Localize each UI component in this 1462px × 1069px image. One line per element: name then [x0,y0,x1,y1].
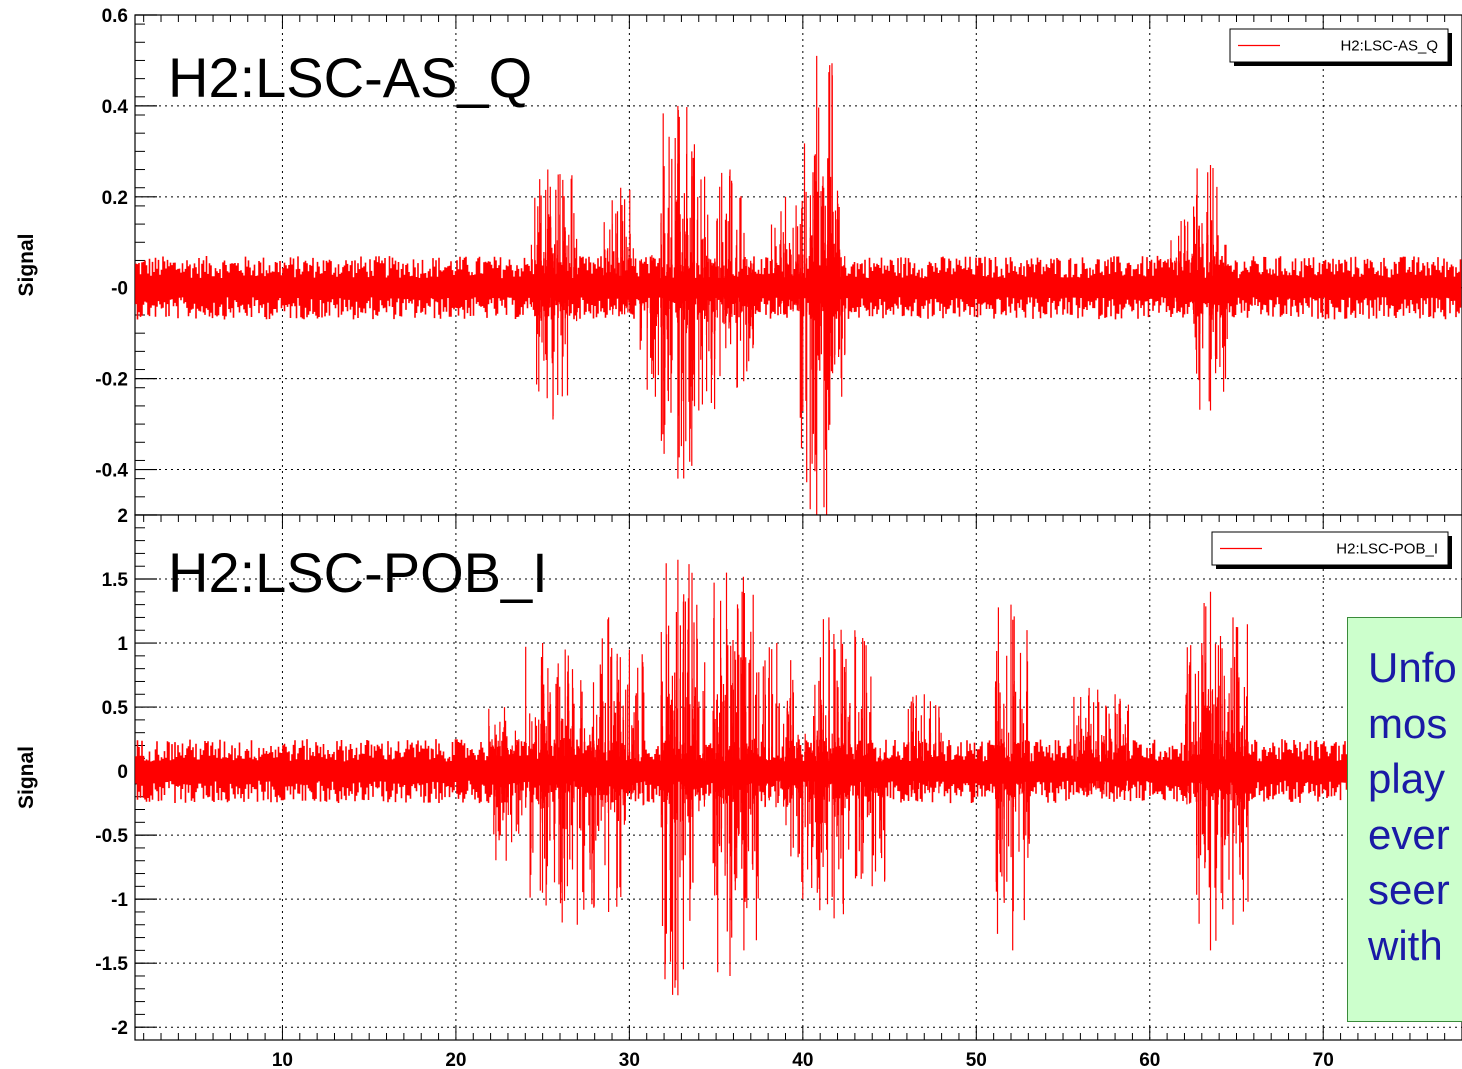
note-line: ever [1368,810,1450,858]
burst-spikes [995,720,1030,951]
burst-spikes [675,151,709,329]
glitch-burst [854,743,886,887]
burst-spikes [1103,694,1129,794]
y-tick-label: -0.4 [95,461,128,482]
burst-spikes [545,174,578,322]
note-line: mos [1368,699,1448,747]
y-tick-label: 1 [117,634,128,655]
glitch-burst [809,187,841,318]
burst-spikes [613,649,645,806]
glitch-burst [682,252,716,411]
glitch-burst [995,720,1030,951]
glitch-burst [716,169,745,323]
burst-spikes [670,598,706,822]
glitch-burst [724,591,760,823]
note-line: with [1368,921,1443,969]
x-tick-label: 20 [445,1050,466,1069]
x-tick-label: 10 [272,1050,293,1069]
burst-spikes [854,743,886,887]
y-tick-label: -0.5 [95,826,128,847]
glitch-burst [812,256,846,397]
y-tick-label: -0.2 [95,370,128,391]
y-tick-label: -1 [111,890,128,911]
x-tick-label: 40 [792,1050,813,1069]
x-tick-label: 70 [1313,1050,1334,1069]
y-tick-label: -2 [111,1018,128,1039]
glitch-burst [1169,219,1201,307]
burst-spikes [603,187,634,315]
y-tick-label: 0.5 [102,698,129,719]
burst-spikes [1194,251,1228,411]
y-tick-label: 0.2 [102,188,128,209]
glitch-burst [726,718,759,951]
glitch-burst [1194,251,1228,411]
y-tick-label: 0.6 [102,6,128,27]
glitch-burst [1103,694,1129,794]
glitch-burst [613,649,645,806]
glitch-burst [907,694,942,794]
y-tick-label: 0.4 [102,97,129,118]
burst-spikes [816,729,850,919]
burst-spikes [809,187,841,318]
x-tick-label: 50 [966,1050,987,1069]
burst-spikes [719,259,754,388]
bottom-panel-pob-i: 2 1.5 1 0.5 0 -0.5 -1 -1.5 -2 Signal H2:LSC-POB_I H… [15,506,1462,1041]
glitch-burst [719,259,754,388]
burst-spikes [591,731,626,912]
y-tick-label: 0 [117,762,128,783]
legend-label: H2:LSC-AS_Q [1340,38,1438,55]
panel-title: H2:LSC-AS_Q [168,46,532,109]
annotation-note-box: Unfo mos play ever seer with [1347,617,1462,1022]
glitch-burst [545,174,578,322]
top-panel-as-q: 0.6 0.4 0.2 -0 -0.2 -0.4 Signal H2:LSC-AS_Q H2:L… [15,6,1462,520]
y-axis-title: Signal [15,746,38,809]
note-line: play [1368,755,1446,802]
glitch-burst [816,729,850,919]
y-axis-title: Signal [15,233,38,296]
y-tick-label: 1.5 [102,570,129,591]
glitch-burst [603,187,634,315]
burst-spikes [812,256,846,397]
y-tick-label: -0 [111,279,128,300]
panel-title: H2:LSC-POB_I [168,541,548,604]
burst-spikes [1216,725,1249,925]
legend-label: H2:LSC-POB_I [1336,541,1438,558]
glitch-burst [670,598,706,822]
glitch-burst [675,151,709,329]
burst-spikes [716,169,745,323]
glitch-burst [493,747,523,861]
burst-spikes [1169,219,1201,307]
burst-spikes [726,718,759,951]
glitch-burst [591,731,626,912]
burst-spikes [639,255,673,397]
glitch-burst [770,196,803,314]
y-tick-label: 2 [117,506,128,527]
burst-spikes [724,591,760,823]
y-tick-label: -1.5 [95,954,128,975]
burst-spikes [907,694,942,794]
note-line: seer [1368,866,1450,913]
note-line: Unfo [1368,644,1457,691]
glitch-burst [639,255,673,397]
glitch-burst [1216,725,1249,925]
burst-spikes [493,747,523,861]
burst-spikes [682,252,716,411]
burst-spikes [770,196,803,314]
x-axis: 10 20 30 40 50 60 70 [143,1026,1462,1069]
x-tick-label: 30 [619,1050,640,1069]
x-tick-label: 60 [1139,1050,1160,1069]
